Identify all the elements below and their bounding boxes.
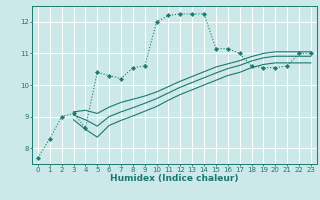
X-axis label: Humidex (Indice chaleur): Humidex (Indice chaleur) <box>110 174 239 183</box>
